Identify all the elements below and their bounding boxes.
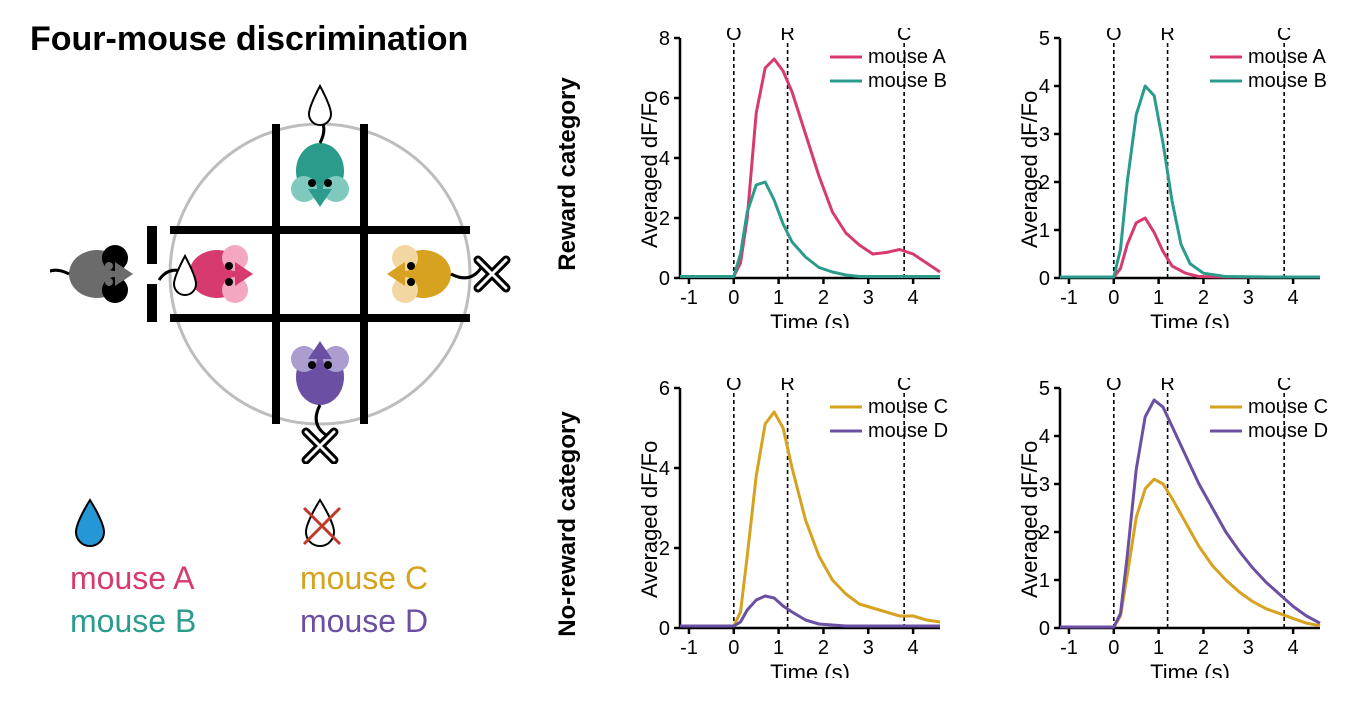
svg-text:1: 1	[1039, 220, 1050, 242]
row-label-reward: Reward category	[554, 14, 582, 334]
svg-text:mouse D: mouse D	[1248, 420, 1328, 442]
svg-text:mouse A: mouse A	[1248, 46, 1326, 68]
svg-text:Time (s): Time (s)	[770, 310, 850, 328]
svg-text:-1: -1	[680, 637, 698, 659]
chart-noreward-1: No-reward category Averaged dF/Fo 0246-1…	[590, 360, 960, 700]
svg-text:4: 4	[1039, 76, 1050, 98]
svg-text:-1: -1	[1060, 287, 1078, 309]
four-mouse-diagram	[50, 84, 530, 464]
row-label-noreward: No-reward category	[554, 364, 582, 684]
svg-text:4: 4	[1288, 287, 1299, 309]
svg-text:4: 4	[908, 287, 919, 309]
svg-text:3: 3	[1243, 287, 1254, 309]
svg-text:R: R	[780, 378, 794, 395]
svg-text:3: 3	[863, 637, 874, 659]
svg-text:Time (s): Time (s)	[1150, 660, 1230, 678]
svg-text:5: 5	[1039, 28, 1050, 50]
legend-mouse-c: mouse C	[300, 560, 530, 597]
svg-text:4: 4	[1288, 637, 1299, 659]
svg-text:O: O	[1106, 28, 1122, 45]
svg-text:R: R	[780, 28, 794, 45]
chart-reward-2: Averaged dF/Fo 012345-101234ORCmouse Amo…	[970, 10, 1340, 350]
svg-text:C: C	[897, 28, 911, 45]
svg-text:R: R	[1160, 28, 1174, 45]
svg-text:O: O	[726, 28, 742, 45]
svg-text:3: 3	[1039, 474, 1050, 496]
svg-text:4: 4	[1039, 426, 1050, 448]
svg-text:3: 3	[863, 287, 874, 309]
legend-mouse-b: mouse B	[70, 603, 300, 640]
legend: mouse A mouse B mouse C mouse D	[70, 494, 550, 640]
svg-text:mouse D: mouse D	[868, 420, 948, 442]
svg-text:1: 1	[1153, 637, 1164, 659]
svg-text:mouse A: mouse A	[868, 46, 946, 68]
svg-text:1: 1	[1153, 287, 1164, 309]
svg-text:1: 1	[773, 637, 784, 659]
svg-text:mouse C: mouse C	[1248, 396, 1328, 418]
svg-text:0: 0	[1108, 287, 1119, 309]
svg-text:0: 0	[659, 618, 670, 640]
svg-text:-1: -1	[1060, 637, 1078, 659]
svg-text:0: 0	[728, 287, 739, 309]
svg-text:mouse B: mouse B	[868, 70, 947, 92]
chart-noreward-2: Averaged dF/Fo 012345-101234ORCmouse Cmo…	[970, 360, 1340, 700]
svg-text:0: 0	[1039, 618, 1050, 640]
svg-text:6: 6	[659, 378, 670, 400]
svg-text:4: 4	[659, 148, 670, 170]
legend-mouse-a: mouse A	[70, 560, 300, 597]
svg-text:2: 2	[659, 208, 670, 230]
svg-text:4: 4	[659, 458, 670, 480]
svg-text:2: 2	[1198, 637, 1209, 659]
figure-title: Four-mouse discrimination	[30, 20, 570, 59]
svg-text:0: 0	[1108, 637, 1119, 659]
svg-text:2: 2	[1039, 172, 1050, 194]
svg-text:3: 3	[1039, 124, 1050, 146]
svg-text:4: 4	[908, 637, 919, 659]
reward-drop-icon	[70, 494, 300, 554]
svg-text:0: 0	[1039, 268, 1050, 290]
svg-text:2: 2	[1039, 522, 1050, 544]
svg-text:Time (s): Time (s)	[1150, 310, 1230, 328]
svg-text:0: 0	[728, 637, 739, 659]
svg-text:C: C	[897, 378, 911, 395]
svg-text:O: O	[726, 378, 742, 395]
svg-text:6: 6	[659, 88, 670, 110]
svg-text:mouse C: mouse C	[868, 396, 948, 418]
svg-text:0: 0	[659, 268, 670, 290]
svg-text:1: 1	[773, 287, 784, 309]
legend-mouse-d: mouse D	[300, 603, 530, 640]
svg-text:R: R	[1160, 378, 1174, 395]
svg-text:mouse B: mouse B	[1248, 70, 1327, 92]
svg-text:C: C	[1277, 28, 1291, 45]
svg-text:Time (s): Time (s)	[770, 660, 850, 678]
chart-reward-1: Reward category Averaged dF/Fo 02468-101…	[590, 10, 960, 350]
svg-text:1: 1	[1039, 570, 1050, 592]
svg-text:3: 3	[1243, 637, 1254, 659]
noreward-drop-icon	[300, 494, 530, 554]
svg-text:2: 2	[659, 538, 670, 560]
svg-text:2: 2	[1198, 287, 1209, 309]
svg-text:-1: -1	[680, 287, 698, 309]
svg-text:C: C	[1277, 378, 1291, 395]
svg-text:2: 2	[818, 637, 829, 659]
svg-text:O: O	[1106, 378, 1122, 395]
svg-text:8: 8	[659, 28, 670, 50]
svg-text:5: 5	[1039, 378, 1050, 400]
svg-text:2: 2	[818, 287, 829, 309]
